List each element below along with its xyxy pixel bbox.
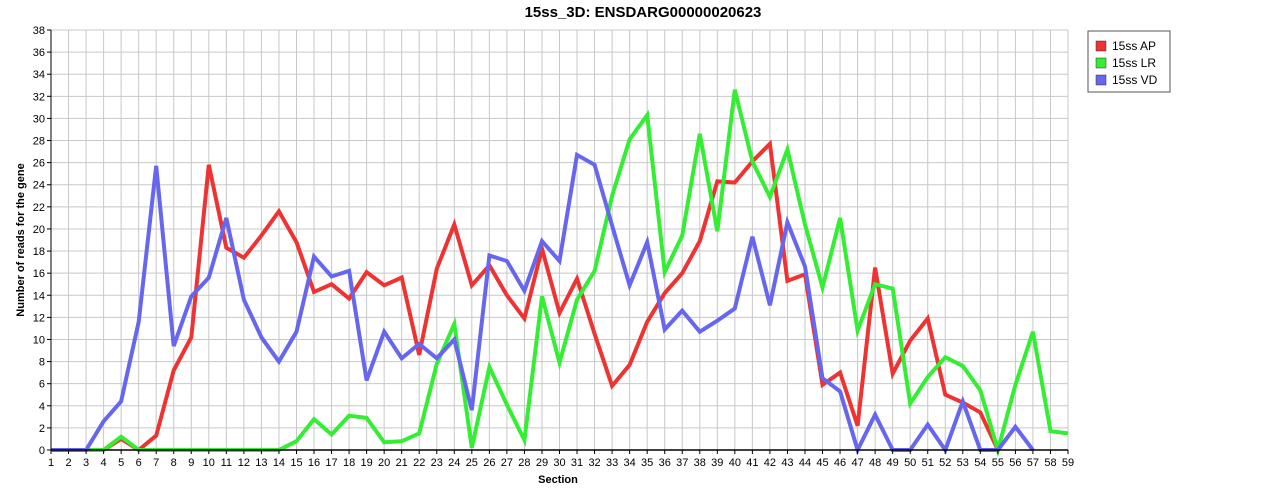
legend-entry: 15ss LR — [1112, 56, 1156, 70]
y-tick-label: 26 — [33, 158, 45, 170]
x-tick-label: 27 — [501, 457, 513, 469]
x-tick-label: 4 — [101, 457, 107, 469]
x-tick-label: 18 — [343, 457, 355, 469]
x-tick-label: 26 — [483, 457, 495, 469]
x-tick-label: 12 — [238, 457, 250, 469]
y-tick-label: 16 — [33, 268, 45, 280]
x-tick-label: 50 — [904, 457, 916, 469]
x-tick-label: 17 — [325, 457, 337, 469]
legend-swatch — [1095, 74, 1107, 86]
x-tick-label: 32 — [588, 457, 600, 469]
x-tick-label: 9 — [188, 457, 194, 469]
x-tick-label: 20 — [378, 457, 390, 469]
legend-swatch — [1095, 57, 1107, 69]
x-tick-label: 10 — [203, 457, 215, 469]
x-tick-label: 11 — [221, 457, 232, 469]
x-tick-label: 2 — [65, 457, 71, 469]
x-tick-label: 37 — [676, 457, 688, 469]
y-tick-label: 2 — [39, 423, 45, 435]
x-tick-label: 54 — [974, 457, 986, 469]
x-tick-label: 40 — [729, 457, 741, 469]
x-tick-label: 34 — [624, 457, 636, 469]
y-tick-label: 34 — [33, 69, 45, 81]
x-tick-label: 33 — [606, 457, 618, 469]
x-tick-label: 6 — [136, 457, 142, 469]
x-tick-label: 23 — [431, 457, 443, 469]
y-tick-label: 28 — [33, 136, 45, 148]
x-tick-label: 53 — [957, 457, 969, 469]
y-tick-label: 4 — [39, 401, 45, 413]
x-tick-label: 13 — [255, 457, 267, 469]
series-line-1 — [51, 139, 1000, 453]
x-tick-label: 58 — [1044, 457, 1056, 469]
x-tick-label: 19 — [360, 457, 372, 469]
y-tick-label: 22 — [33, 202, 45, 214]
legend-swatch — [1095, 40, 1107, 52]
x-tick-label: 14 — [273, 457, 285, 469]
legend: 15ss AP 15ss LR 15ss VD — [1087, 30, 1171, 93]
x-tick-label: 3 — [83, 457, 89, 469]
legend-entry: 15ss AP — [1112, 39, 1156, 53]
x-tick-label: 43 — [781, 457, 793, 469]
x-tick-label: 15 — [290, 457, 302, 469]
x-tick-labels: 1 2 3 4 5 6 7 8 9 10 11 12 13 14 15 16 17 18 19 20 21 22 23 24 2… — [48, 450, 1074, 469]
x-tick-label: 35 — [641, 457, 653, 469]
x-tick-label: 59 — [1062, 457, 1074, 469]
y-tick-label: 10 — [33, 334, 45, 346]
x-tick-label: 29 — [536, 457, 548, 469]
x-tick-label: 41 — [746, 457, 758, 469]
x-tick-label: 24 — [448, 457, 460, 469]
x-axis-label: Section — [538, 474, 578, 486]
x-tick-label: 7 — [153, 457, 159, 469]
x-tick-label: 38 — [694, 457, 706, 469]
x-tick-label: 16 — [308, 457, 320, 469]
x-tick-label: 47 — [851, 457, 863, 469]
y-tick-label: 12 — [33, 312, 45, 324]
y-tick-label: 0 — [39, 445, 45, 457]
legend-entry: 15ss VD — [1112, 73, 1158, 87]
y-tick-label: 36 — [33, 47, 45, 59]
x-tick-label: 28 — [518, 457, 530, 469]
x-tick-label: 57 — [1027, 457, 1039, 469]
y-tick-label: 20 — [33, 224, 45, 236]
x-tick-label: 44 — [799, 457, 811, 469]
x-tick-label: 51 — [922, 457, 934, 469]
x-tick-label: 42 — [764, 457, 776, 469]
y-tick-label: 8 — [39, 357, 45, 369]
x-tick-label: 45 — [816, 457, 828, 469]
y-tick-label: 18 — [33, 246, 45, 258]
y-tick-label: 24 — [33, 180, 45, 192]
x-tick-label: 31 — [571, 457, 583, 469]
x-tick-label: 36 — [659, 457, 671, 469]
x-tick-label: 39 — [711, 457, 723, 469]
x-tick-label: 1 — [48, 457, 54, 469]
grid-lines — [50, 29, 1069, 451]
y-tick-label: 6 — [39, 379, 45, 391]
y-tick-label: 38 — [33, 25, 45, 37]
x-tick-label: 55 — [992, 457, 1004, 469]
chart-title: 15ss_3D: ENSDARG00000020623 — [525, 4, 762, 21]
x-tick-label: 56 — [1009, 457, 1021, 469]
x-tick-label: 5 — [118, 457, 124, 469]
y-axis-label: Number of reads for the gene — [15, 163, 27, 316]
y-tick-label: 30 — [33, 113, 45, 125]
x-tick-label: 21 — [396, 457, 408, 469]
x-tick-label: 49 — [887, 457, 899, 469]
x-tick-label: 46 — [834, 457, 846, 469]
y-tick-label: 32 — [33, 91, 45, 103]
x-tick-label: 22 — [413, 457, 425, 469]
x-tick-label: 25 — [466, 457, 478, 469]
series-line-3 — [51, 151, 1035, 456]
x-tick-label: 52 — [939, 457, 951, 469]
x-tick-label: 30 — [553, 457, 565, 469]
x-tick-label: 48 — [869, 457, 881, 469]
x-tick-label: 8 — [171, 457, 177, 469]
y-tick-label: 14 — [33, 290, 45, 302]
